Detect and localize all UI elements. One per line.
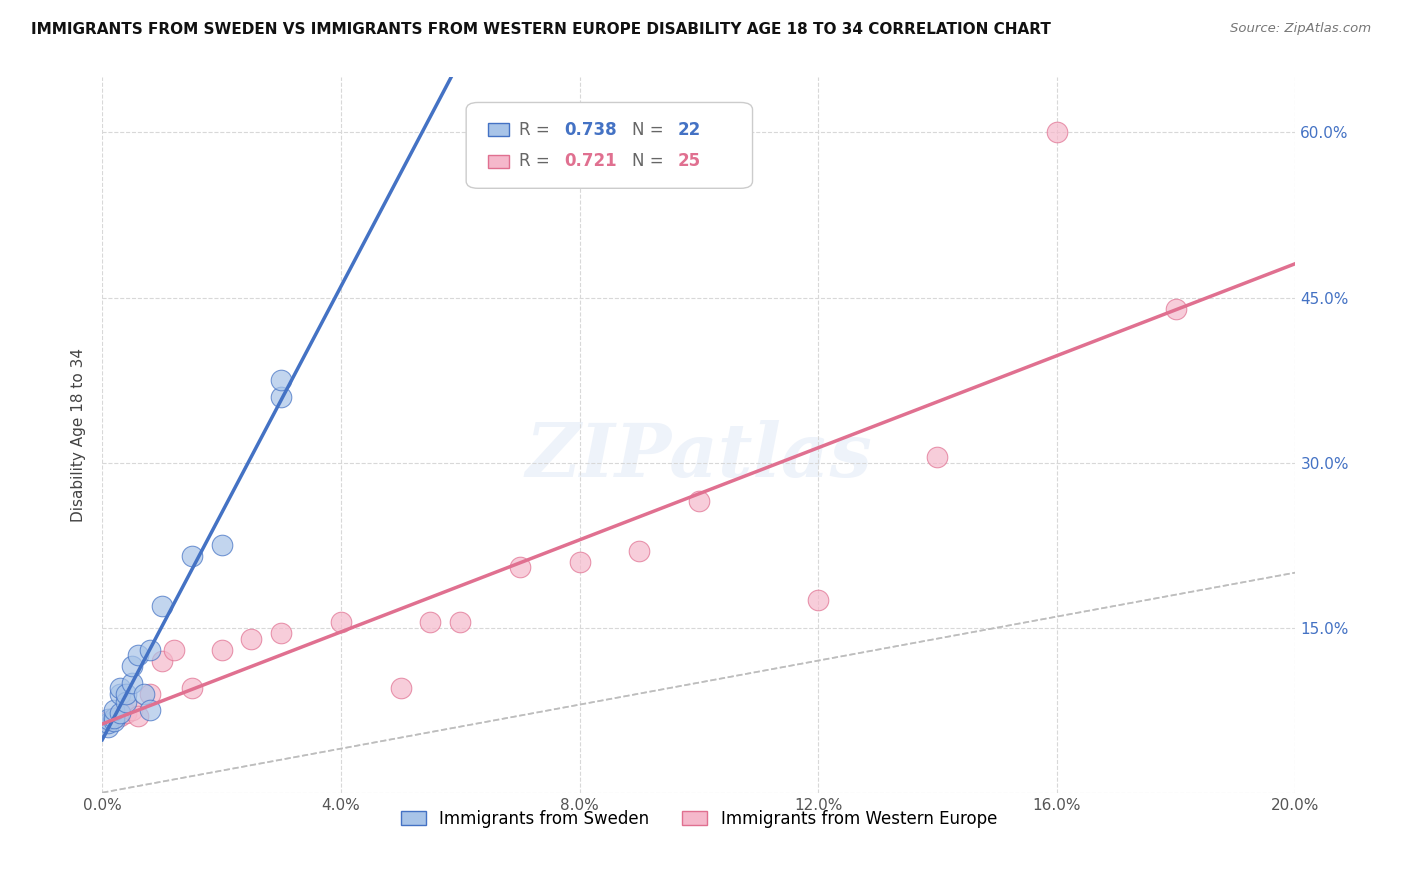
- Point: [1166, 301, 1188, 316]
- Point: [449, 615, 471, 629]
- Text: 22: 22: [678, 120, 700, 138]
- Point: [139, 642, 162, 657]
- Point: [139, 703, 162, 717]
- Text: R =: R =: [519, 153, 554, 170]
- Point: [628, 543, 651, 558]
- Point: [115, 706, 138, 721]
- Text: N =: N =: [633, 153, 669, 170]
- Point: [108, 687, 131, 701]
- Point: [115, 687, 138, 701]
- Point: [509, 560, 531, 574]
- Point: [211, 642, 233, 657]
- Point: [329, 615, 352, 629]
- Point: [807, 593, 830, 607]
- Point: [180, 549, 202, 563]
- Point: [127, 648, 149, 662]
- Point: [139, 687, 162, 701]
- Point: [121, 675, 143, 690]
- Point: [103, 711, 125, 725]
- Legend: Immigrants from Sweden, Immigrants from Western Europe: Immigrants from Sweden, Immigrants from …: [394, 803, 1004, 834]
- Point: [121, 659, 143, 673]
- Text: 0.738: 0.738: [564, 120, 617, 138]
- Text: ZIPatlas: ZIPatlas: [526, 420, 872, 492]
- Point: [180, 681, 202, 695]
- Text: 0.721: 0.721: [564, 153, 617, 170]
- Point: [927, 450, 949, 464]
- Point: [108, 708, 131, 723]
- Point: [103, 714, 125, 728]
- Point: [97, 714, 120, 728]
- Point: [97, 716, 120, 731]
- Point: [150, 654, 173, 668]
- Point: [211, 538, 233, 552]
- Point: [240, 632, 263, 646]
- Text: 25: 25: [678, 153, 700, 170]
- Point: [270, 626, 292, 640]
- Point: [97, 720, 120, 734]
- Point: [150, 599, 173, 613]
- Point: [688, 494, 710, 508]
- Point: [108, 681, 131, 695]
- FancyBboxPatch shape: [467, 103, 752, 188]
- Point: [568, 555, 591, 569]
- Point: [1046, 125, 1069, 139]
- FancyBboxPatch shape: [488, 154, 509, 168]
- Text: Source: ZipAtlas.com: Source: ZipAtlas.com: [1230, 22, 1371, 36]
- Text: IMMIGRANTS FROM SWEDEN VS IMMIGRANTS FROM WESTERN EUROPE DISABILITY AGE 18 TO 34: IMMIGRANTS FROM SWEDEN VS IMMIGRANTS FRO…: [31, 22, 1050, 37]
- Point: [163, 642, 186, 657]
- Point: [121, 703, 143, 717]
- Text: N =: N =: [633, 120, 669, 138]
- Point: [389, 681, 412, 695]
- Text: R =: R =: [519, 120, 554, 138]
- Point: [270, 390, 292, 404]
- Point: [270, 373, 292, 387]
- Point: [97, 712, 120, 726]
- Point: [419, 615, 441, 629]
- Point: [115, 695, 138, 709]
- Point: [103, 711, 125, 725]
- Point: [108, 706, 131, 721]
- Point: [132, 687, 155, 701]
- FancyBboxPatch shape: [488, 123, 509, 136]
- Point: [103, 703, 125, 717]
- Y-axis label: Disability Age 18 to 34: Disability Age 18 to 34: [72, 348, 86, 522]
- Point: [127, 708, 149, 723]
